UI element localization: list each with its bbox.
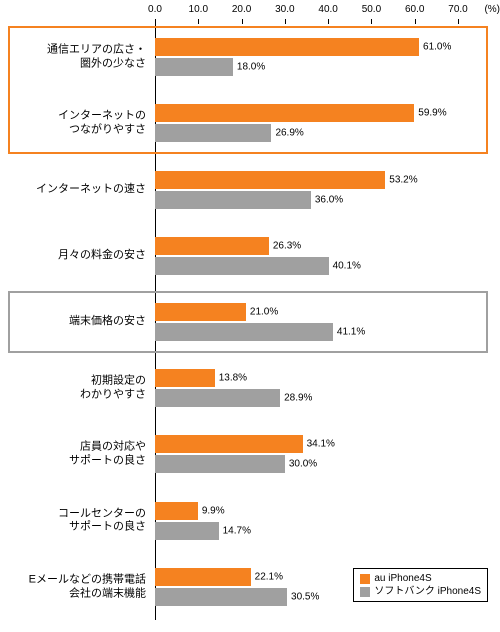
rows-area: 通信エリアの広さ・ 圏外の少なさ 61.0% 18.0% インターネットの つながりや… [0, 24, 500, 620]
category-label: 通信エリアの広さ・ 圏外の少なさ [0, 43, 150, 71]
category-row: 通信エリアの広さ・ 圏外の少なさ 61.0% 18.0% [0, 24, 500, 90]
tick-mark [371, 19, 372, 24]
bar-value: 22.1% [255, 571, 283, 582]
bar [155, 124, 271, 142]
tick-label: 30.0 [275, 4, 294, 15]
bar-value: 53.2% [389, 174, 417, 185]
bar-value: 61.0% [423, 42, 451, 53]
bar [155, 191, 311, 209]
bar [155, 303, 246, 321]
legend: au iPhone4Sソフトバンク iPhone4S [353, 568, 488, 602]
bar [155, 237, 269, 255]
category-row: 店員の対応や サポートの良さ 34.1% 30.0% [0, 421, 500, 487]
legend-label: au iPhone4S [374, 572, 431, 585]
tick-mark [415, 19, 416, 24]
category-row: インターネットの つながりやすさ 59.9% 26.9% [0, 90, 500, 156]
tick-mark [198, 19, 199, 24]
tick-mark [285, 19, 286, 24]
bar [155, 435, 303, 453]
bar-value: 18.0% [237, 62, 265, 73]
bar-value: 59.9% [418, 108, 446, 119]
bar [155, 522, 219, 540]
tick-label: 0.0 [148, 4, 162, 15]
bar-value: 21.0% [250, 306, 278, 317]
legend-item: au iPhone4S [360, 572, 481, 585]
category-row: コールセンターの サポートの良さ 9.9% 14.7% [0, 488, 500, 554]
bar-value: 40.1% [333, 260, 361, 271]
bar [155, 568, 251, 586]
category-label: コールセンターの サポートの良さ [0, 507, 150, 535]
bar [155, 455, 285, 473]
bar-value: 34.1% [307, 439, 335, 450]
tick-label: 50.0 [362, 4, 381, 15]
category-label: Eメールなどの携帯電話 会社の端末機能 [0, 573, 150, 601]
category-label: 月々の料金の安さ [0, 249, 150, 263]
tick-mark [155, 19, 156, 24]
unit-label: (%) [484, 4, 500, 15]
tick-label: 60.0 [405, 4, 424, 15]
category-row: 端末価格の安さ 21.0% 41.1% [0, 289, 500, 355]
x-axis: 0.010.020.030.040.050.060.070.0 [155, 0, 488, 24]
tick-mark [458, 19, 459, 24]
category-row: 月々の料金の安さ 26.3% 40.1% [0, 223, 500, 289]
bar [155, 171, 385, 189]
tick-mark [328, 19, 329, 24]
category-label: インターネットの つながりやすさ [0, 110, 150, 138]
bar-value: 41.1% [337, 326, 365, 337]
bar [155, 257, 329, 275]
bar-value: 26.9% [275, 128, 303, 139]
tick-label: 70.0 [448, 4, 467, 15]
tick-label: 40.0 [318, 4, 337, 15]
bar-value: 14.7% [223, 525, 251, 536]
legend-swatch [360, 587, 370, 597]
bar [155, 58, 233, 76]
bar-value: 36.0% [315, 194, 343, 205]
bar [155, 323, 333, 341]
category-label: 初期設定の わかりやすさ [0, 374, 150, 402]
bar-value: 26.3% [273, 240, 301, 251]
tick-label: 20.0 [232, 4, 251, 15]
bar-value: 30.5% [291, 591, 319, 602]
bar [155, 369, 215, 387]
bar [155, 38, 419, 56]
category-label: 店員の対応や サポートの良さ [0, 441, 150, 469]
category-label: インターネットの速さ [0, 183, 150, 197]
tick-label: 10.0 [189, 4, 208, 15]
bar-value: 28.9% [284, 393, 312, 404]
category-row: 初期設定の わかりやすさ 13.8% 28.9% [0, 355, 500, 421]
bar [155, 104, 414, 122]
bar-chart: 0.0 10.0 20.0 30.0 40.0 50.0 60.0 70.0 通信エリアの広さ… [0, 0, 500, 632]
tick-mark [242, 19, 243, 24]
legend-label: ソフトバンク iPhone4S [374, 585, 481, 598]
bar [155, 588, 287, 606]
bar-value: 9.9% [202, 505, 225, 516]
bar-value: 30.0% [289, 459, 317, 470]
bar [155, 502, 198, 520]
category-label: 端末価格の安さ [0, 315, 150, 329]
legend-item: ソフトバンク iPhone4S [360, 585, 481, 598]
bar [155, 389, 280, 407]
bar-value: 13.8% [219, 373, 247, 384]
legend-swatch [360, 574, 370, 584]
category-row: インターネットの速さ 53.2% 36.0% [0, 156, 500, 222]
